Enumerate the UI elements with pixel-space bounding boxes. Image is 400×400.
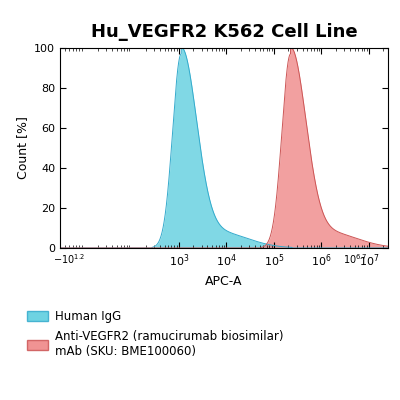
Text: $10^{6.7}$: $10^{6.7}$ (343, 252, 367, 266)
Text: $-10^{1.2}$: $-10^{1.2}$ (53, 252, 86, 266)
Title: Hu_VEGFR2 K562 Cell Line: Hu_VEGFR2 K562 Cell Line (91, 23, 357, 41)
Legend: Human IgG, Anti-VEGFR2 (ramucirumab biosimilar)
mAb (SKU: BME100060): Human IgG, Anti-VEGFR2 (ramucirumab bios… (26, 310, 283, 358)
Y-axis label: Count [%]: Count [%] (16, 116, 28, 180)
X-axis label: APC-A: APC-A (205, 275, 243, 288)
